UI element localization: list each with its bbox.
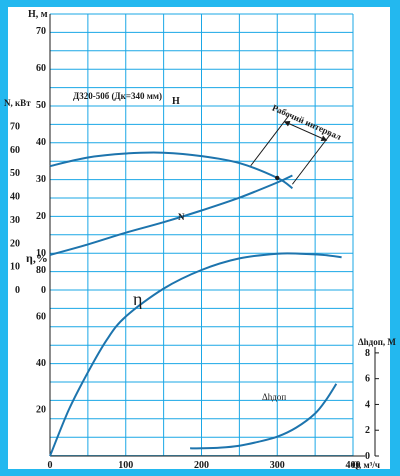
dh-axis-tick: 4 xyxy=(365,399,370,410)
dh-curve-label: Δhдоп xyxy=(262,392,286,402)
n-axis-tick: 70 xyxy=(10,121,20,132)
curves xyxy=(49,151,342,457)
dh-axis-label: Δhдоп, М xyxy=(358,337,396,347)
eta-axis-label: η,% xyxy=(26,251,48,265)
dh-axis-tick: 2 xyxy=(365,425,370,436)
eta-axis-tick: 20 xyxy=(36,405,46,416)
eta-curve-label: η xyxy=(133,289,142,309)
h-axis-tick: 30 xyxy=(36,174,46,185)
n-axis-label: N, кВт xyxy=(4,98,31,108)
n-axis-tick: 10 xyxy=(10,262,20,273)
h-axis-tick: 50 xyxy=(36,100,46,111)
n-curve-label: N xyxy=(178,212,185,222)
h-axis-tick: 0 xyxy=(41,285,46,296)
n-axis-tick: 50 xyxy=(10,168,20,179)
working-point-marker xyxy=(275,175,280,181)
n-axis-tick: 60 xyxy=(10,145,20,156)
h-curve xyxy=(49,151,294,190)
n-axis-tick: 40 xyxy=(10,192,20,203)
x-tick-label: 400 xyxy=(346,460,361,471)
h-curve-label: H xyxy=(172,96,180,107)
dh-curve xyxy=(190,383,338,450)
eta-curve xyxy=(49,252,342,457)
n-axis-tick: 0 xyxy=(15,285,20,296)
h-axis-tick: 10 xyxy=(36,248,46,259)
x-axis-label: Q, м³/ч xyxy=(352,460,380,470)
interval-arrow xyxy=(283,121,328,141)
h-axis-tick: 20 xyxy=(36,211,46,222)
x-tick-label: 200 xyxy=(194,460,209,471)
h-axis-label: H, м xyxy=(28,9,48,20)
eta-axis-tick: 60 xyxy=(36,312,46,323)
x-tick-label: 300 xyxy=(270,460,285,471)
n-curve xyxy=(49,174,293,256)
pump-model-label: Д320-50б (Дк=340 мм) xyxy=(73,91,162,101)
n-axis-tick: 20 xyxy=(10,238,20,249)
plot-background xyxy=(8,7,390,469)
x-tick-label: 100 xyxy=(118,460,133,471)
dh-axis-tick: 0 xyxy=(365,451,370,462)
h-axis-tick: 60 xyxy=(36,63,46,74)
h-axis-tick: 40 xyxy=(36,137,46,148)
n-axis-tick: 30 xyxy=(10,215,20,226)
dh-axis-tick: 6 xyxy=(365,374,370,385)
eta-axis-tick: 80 xyxy=(36,265,46,276)
interval-leader-left xyxy=(250,115,290,167)
dh-axis-tick: 8 xyxy=(365,348,370,359)
x-tick-label: 0 xyxy=(48,460,53,471)
eta-axis-tick: 40 xyxy=(36,358,46,369)
interval-leader-right xyxy=(292,133,331,185)
h-axis-tick: 70 xyxy=(36,26,46,37)
